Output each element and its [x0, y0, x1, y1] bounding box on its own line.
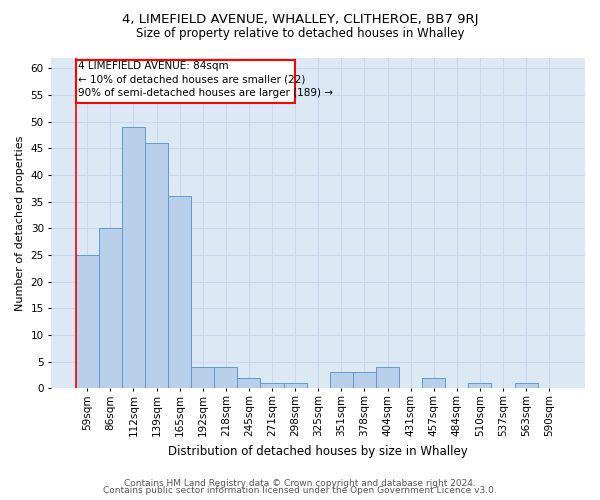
Bar	[376, 367, 399, 388]
Text: 4, LIMEFIELD AVENUE, WHALLEY, CLITHEROE, BB7 9RJ: 4, LIMEFIELD AVENUE, WHALLEY, CLITHEROE,…	[122, 12, 478, 26]
FancyBboxPatch shape	[76, 60, 295, 103]
Bar	[469, 383, 491, 388]
Bar	[145, 143, 168, 388]
X-axis label: Distribution of detached houses by size in Whalley: Distribution of detached houses by size …	[169, 444, 468, 458]
Bar	[76, 255, 99, 388]
Bar	[330, 372, 353, 388]
Y-axis label: Number of detached properties: Number of detached properties	[15, 136, 25, 310]
Text: Size of property relative to detached houses in Whalley: Size of property relative to detached ho…	[136, 28, 464, 40]
Bar	[260, 383, 284, 388]
Text: Contains public sector information licensed under the Open Government Licence v3: Contains public sector information licen…	[103, 486, 497, 495]
Bar	[422, 378, 445, 388]
Bar	[122, 127, 145, 388]
Text: 4 LIMEFIELD AVENUE: 84sqm
← 10% of detached houses are smaller (22)
90% of semi-: 4 LIMEFIELD AVENUE: 84sqm ← 10% of detac…	[78, 61, 333, 98]
Bar	[353, 372, 376, 388]
Text: Contains HM Land Registry data © Crown copyright and database right 2024.: Contains HM Land Registry data © Crown c…	[124, 478, 476, 488]
Bar	[515, 383, 538, 388]
Bar	[214, 367, 238, 388]
Bar	[99, 228, 122, 388]
Bar	[191, 367, 214, 388]
Bar	[168, 196, 191, 388]
Bar	[238, 378, 260, 388]
Bar	[284, 383, 307, 388]
